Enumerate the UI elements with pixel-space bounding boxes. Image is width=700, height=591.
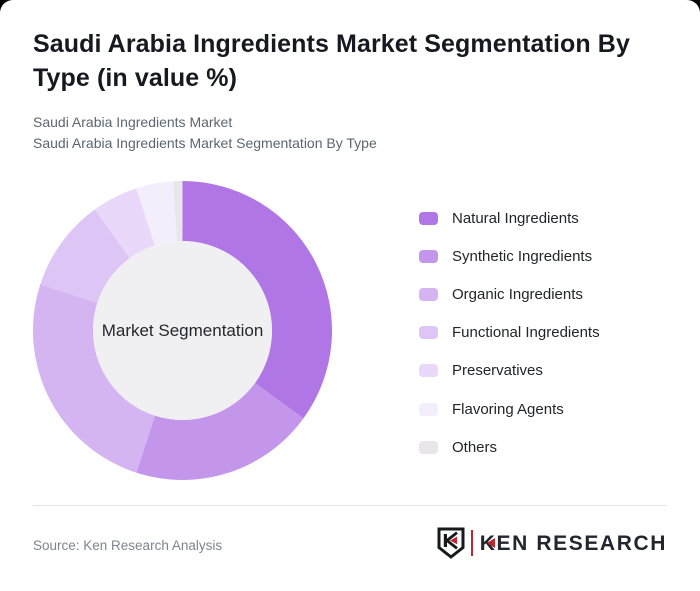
- donut-segment: [173, 181, 183, 242]
- legend-label: Flavoring Agents: [452, 400, 564, 418]
- donut-segment: [40, 209, 130, 303]
- legend-swatch: [419, 440, 438, 454]
- legend-item: Natural Ingredients: [419, 199, 600, 237]
- logo-k-triangle-icon: [486, 538, 495, 548]
- legend-item: Organic Ingredients: [419, 275, 600, 313]
- legend-label: Functional Ingredients: [452, 324, 600, 342]
- donut-segment: [94, 188, 155, 259]
- chart-subtitle: Saudi Arabia Ingredients Market Saudi Ar…: [33, 112, 377, 154]
- legend-swatch: [419, 364, 438, 378]
- donut-segment: [136, 181, 177, 246]
- legend-swatch: [419, 287, 438, 301]
- subtitle-line-1: Saudi Arabia Ingredients Market: [33, 114, 233, 130]
- legend-label: Synthetic Ingredients: [452, 247, 593, 265]
- shield-k-red-triangle: [449, 536, 457, 545]
- page-title: Saudi Arabia Ingredients Market Segmenta…: [33, 30, 630, 92]
- subtitle-line-2: Saudi Arabia Ingredients Market Segmenta…: [33, 135, 377, 151]
- donut-segment: [136, 383, 304, 480]
- logo-brand-text: K EN RESEARCH: [480, 533, 667, 554]
- legend-item: Synthetic Ingredients: [419, 237, 600, 275]
- donut-hole: [93, 241, 272, 420]
- shield-k-arms: [445, 531, 458, 550]
- legend-item: Flavoring Agents: [419, 390, 600, 428]
- legend-label: Preservatives: [452, 362, 543, 380]
- footer-divider: [33, 505, 667, 506]
- logo-brand-rest: EN RESEARCH: [496, 531, 667, 555]
- source-text: Source: Ken Research Analysis: [33, 538, 223, 553]
- logo-brand-k: K: [479, 531, 497, 555]
- ken-research-shield-icon: [437, 527, 465, 559]
- legend-swatch: [419, 211, 438, 225]
- ken-research-logo: K EN RESEARCH: [437, 526, 667, 560]
- donut-segment: [182, 181, 332, 419]
- legend-item: Others: [419, 428, 600, 466]
- legend-label: Natural Ingredients: [452, 209, 579, 227]
- legend-swatch: [419, 326, 438, 340]
- donut-chart-svg: [33, 181, 332, 480]
- legend-item: Preservatives: [419, 352, 600, 390]
- donut-segment: [33, 284, 155, 473]
- legend-item: Functional Ingredients: [419, 314, 600, 352]
- legend-label: Others: [452, 438, 498, 456]
- legend-swatch: [419, 249, 438, 263]
- legend: Natural Ingredients Synthetic Ingredients…: [419, 199, 600, 466]
- legend-swatch: [419, 402, 438, 416]
- logo-separator: [470, 530, 473, 556]
- legend-label: Organic Ingredients: [452, 285, 583, 303]
- donut-chart: Market Segmentation: [33, 181, 332, 480]
